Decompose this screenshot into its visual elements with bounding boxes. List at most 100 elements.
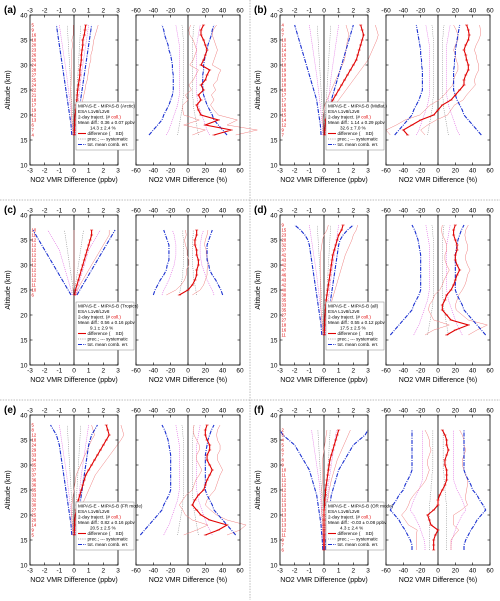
x-tick-label-top: 2: [102, 8, 106, 15]
x-tick-label: 0: [322, 368, 326, 375]
collocation-count: 12: [282, 123, 287, 128]
x-tick-label: 1: [337, 168, 341, 175]
precision-envelope-left: [179, 230, 184, 296]
sd-envelope-left: [401, 429, 432, 550]
collocation-count: 13: [282, 503, 287, 508]
y-tick-label: 10: [20, 562, 28, 569]
legend-traject: 2-day traject. (# coll.): [78, 315, 121, 320]
x-tick-label: -60: [381, 568, 391, 575]
collocation-count: 5: [282, 443, 285, 448]
collocation-count: 4: [282, 438, 285, 443]
x-tick-label-top: -3: [277, 208, 283, 215]
collocation-count: 11: [32, 233, 37, 238]
x-tick-label-top: 20: [452, 408, 460, 415]
collocation-count: 8: [32, 428, 35, 433]
collocation-count: 17: [32, 103, 37, 108]
collocation-count: 7: [282, 133, 285, 138]
legend-total-error-text: tot. mean comb. err.: [88, 142, 129, 147]
x-tick-label: -20: [416, 568, 426, 575]
rel-profile-plot: [152, 215, 224, 365]
sd-envelope-left: [71, 424, 95, 536]
x-tick-label: 1: [87, 168, 91, 175]
collocation-count: 16: [282, 108, 287, 113]
difference-line: [402, 24, 470, 136]
collocation-count: 4: [282, 23, 285, 28]
x-tick-label: 3: [366, 168, 370, 175]
x-tick-label: -40: [149, 368, 159, 375]
y-tick-label: 35: [270, 437, 278, 444]
x-tick-label: 1: [87, 568, 91, 575]
x-tick-label: -3: [27, 568, 33, 575]
collocation-count: 10: [282, 38, 287, 43]
legend-difference-text: difference ( SD): [88, 331, 124, 336]
collocation-count: 18: [32, 38, 37, 43]
y-tick-label: 15: [270, 337, 278, 344]
collocation-count: 13: [282, 523, 287, 528]
x-tick-label: 2: [102, 368, 106, 375]
x-tick-label: 0: [436, 568, 440, 575]
collocation-count: 42: [282, 283, 287, 288]
collocation-count: 7: [32, 128, 35, 133]
legend-total-error-text: tot. mean comb. err.: [88, 542, 129, 547]
total-error-envelope-left: [148, 24, 174, 136]
x-tick-label: 1: [337, 568, 341, 575]
collocation-count: 38: [282, 293, 287, 298]
legend-mean-ppbv: Mean diff.: 0.56 ± 0.16 ppbv: [78, 320, 136, 325]
x-axis-label-pct: NO2 VMR Difference (%): [149, 177, 227, 184]
x-tick-label: 0: [436, 368, 440, 375]
x-tick-label-top: 0: [186, 8, 190, 15]
collocation-count: 5: [32, 533, 35, 538]
x-tick-label-top: 60: [486, 8, 494, 15]
x-tick-label-top: -60: [131, 408, 141, 415]
legend-difference-text: difference ( SD): [88, 531, 124, 536]
y-tick-label: 25: [270, 287, 278, 294]
sd-envelope-left: [179, 424, 209, 536]
y-tick-label: 35: [20, 37, 28, 44]
legend-mean-ppbv: Mean diff.: 0.36 ± 0.07 ppbv: [78, 120, 136, 125]
sd-envelope-right: [450, 429, 468, 550]
x-tick-label-top: 40: [469, 8, 477, 15]
legend-prec-systematic-text: prec.; --- systematic: [338, 337, 379, 342]
systematic-envelope-left: [161, 229, 177, 296]
collocation-count: 12: [32, 263, 37, 268]
x-tick-label: -3: [277, 168, 283, 175]
collocation-count: 33: [282, 303, 287, 308]
x-tick-label-top: 60: [236, 408, 244, 415]
x-tick-label-top: 1: [87, 8, 91, 15]
x-tick-label: -3: [27, 168, 33, 175]
legend: MIPAS-E - MIPAS-B (Midlat.)ESA L1v8/L2v8…: [325, 101, 388, 151]
sd-envelope-left: [385, 24, 459, 136]
x-tick-label: 40: [469, 168, 477, 175]
x-tick-label: -1: [56, 168, 62, 175]
collocation-count: 13: [282, 518, 287, 523]
x-tick-label: -20: [166, 168, 176, 175]
y-tick-label: 30: [20, 62, 28, 69]
rel-profile-plot: [139, 415, 247, 565]
x-tick-label-top: -1: [56, 208, 62, 215]
collocation-count: 35: [282, 308, 287, 313]
legend-prec-systematic-text: prec.; --- systematic: [88, 537, 129, 542]
x-tick-label: 20: [452, 368, 460, 375]
collocation-count: 11: [282, 533, 287, 538]
difference-line: [74, 230, 93, 296]
sd-envelope-left: [424, 224, 451, 336]
sd-envelope-right: [192, 229, 209, 296]
x-tick-label-top: -20: [416, 408, 426, 415]
total-error-envelope-left: [55, 24, 73, 136]
legend-frame: [325, 501, 385, 551]
panel-label: (d): [254, 205, 267, 216]
collocation-count: 12: [282, 478, 287, 483]
legend-mean-pct: 32.6 ± 7.0 %: [340, 126, 366, 131]
legend-traject: 2-day traject. (# coll.): [328, 315, 371, 320]
collocation-count: 27: [282, 313, 287, 318]
x-tick-label: -1: [306, 168, 312, 175]
x-tick-label: -1: [56, 368, 62, 375]
x-tick-label-top: 40: [219, 408, 227, 415]
x-tick-label-top: 3: [366, 8, 370, 15]
collocation-count: 12: [32, 433, 37, 438]
collocation-count: 11: [32, 283, 37, 288]
collocation-count: 10: [32, 288, 37, 293]
y-tick-label: 20: [20, 112, 28, 119]
x-tick-label-top: 40: [219, 8, 227, 15]
